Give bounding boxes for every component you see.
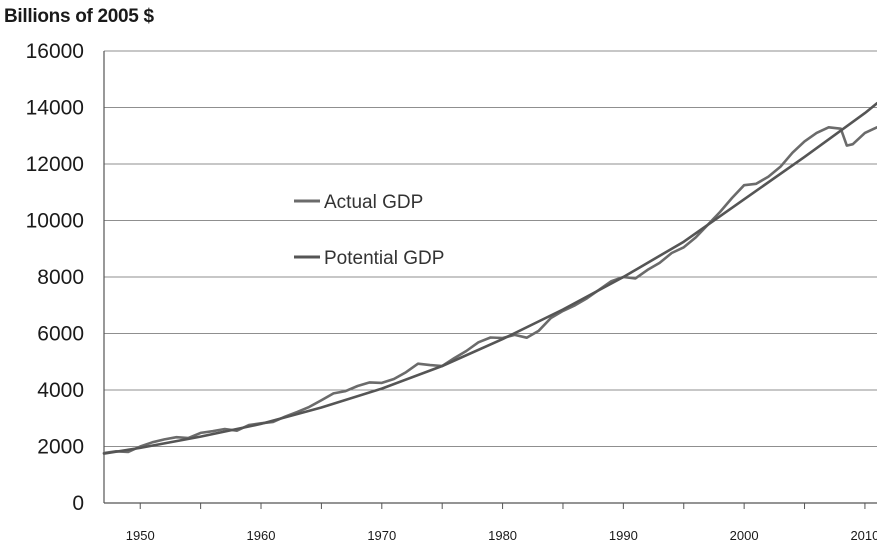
y-tick-label: 6000 [37, 323, 84, 346]
y-tick-label: 10000 [26, 210, 84, 233]
series-line-0 [102, 126, 877, 455]
axes [103, 51, 877, 509]
y-tick-label: 0 [72, 492, 84, 515]
x-tick-label: 2010 [850, 528, 877, 543]
x-tick-label: 1970 [367, 528, 396, 543]
series-line-1 [102, 102, 877, 455]
y-tick-label: 14000 [26, 97, 84, 120]
y-tick-label: 4000 [37, 379, 84, 402]
x-tick-label: 1990 [609, 528, 638, 543]
x-tick-label: 1980 [488, 528, 517, 543]
x-tick-label: 2000 [730, 528, 759, 543]
legend: Actual GDP Potential GDP [294, 192, 444, 269]
y-tick-label: 8000 [37, 266, 84, 289]
legend-label: Potential GDP [324, 248, 444, 269]
y-tick-label: 16000 [26, 40, 84, 63]
series-lines [102, 102, 877, 455]
x-tick-labels: 1950 1960 1970 1980 1990 2000 2010 [126, 528, 877, 543]
y-axis-unit-label: Billions of 2005 $ [4, 6, 154, 27]
x-tick-label: 1950 [126, 528, 155, 543]
y-tick-labels: 0 2000 4000 6000 8000 10000 12000 14000 16000 [26, 40, 84, 515]
y-tick-label: 12000 [26, 153, 84, 176]
grid-lines [104, 50, 877, 447]
y-tick-label: 2000 [37, 436, 84, 459]
x-tick-label: 1960 [247, 528, 276, 543]
legend-label: Actual GDP [324, 192, 423, 213]
